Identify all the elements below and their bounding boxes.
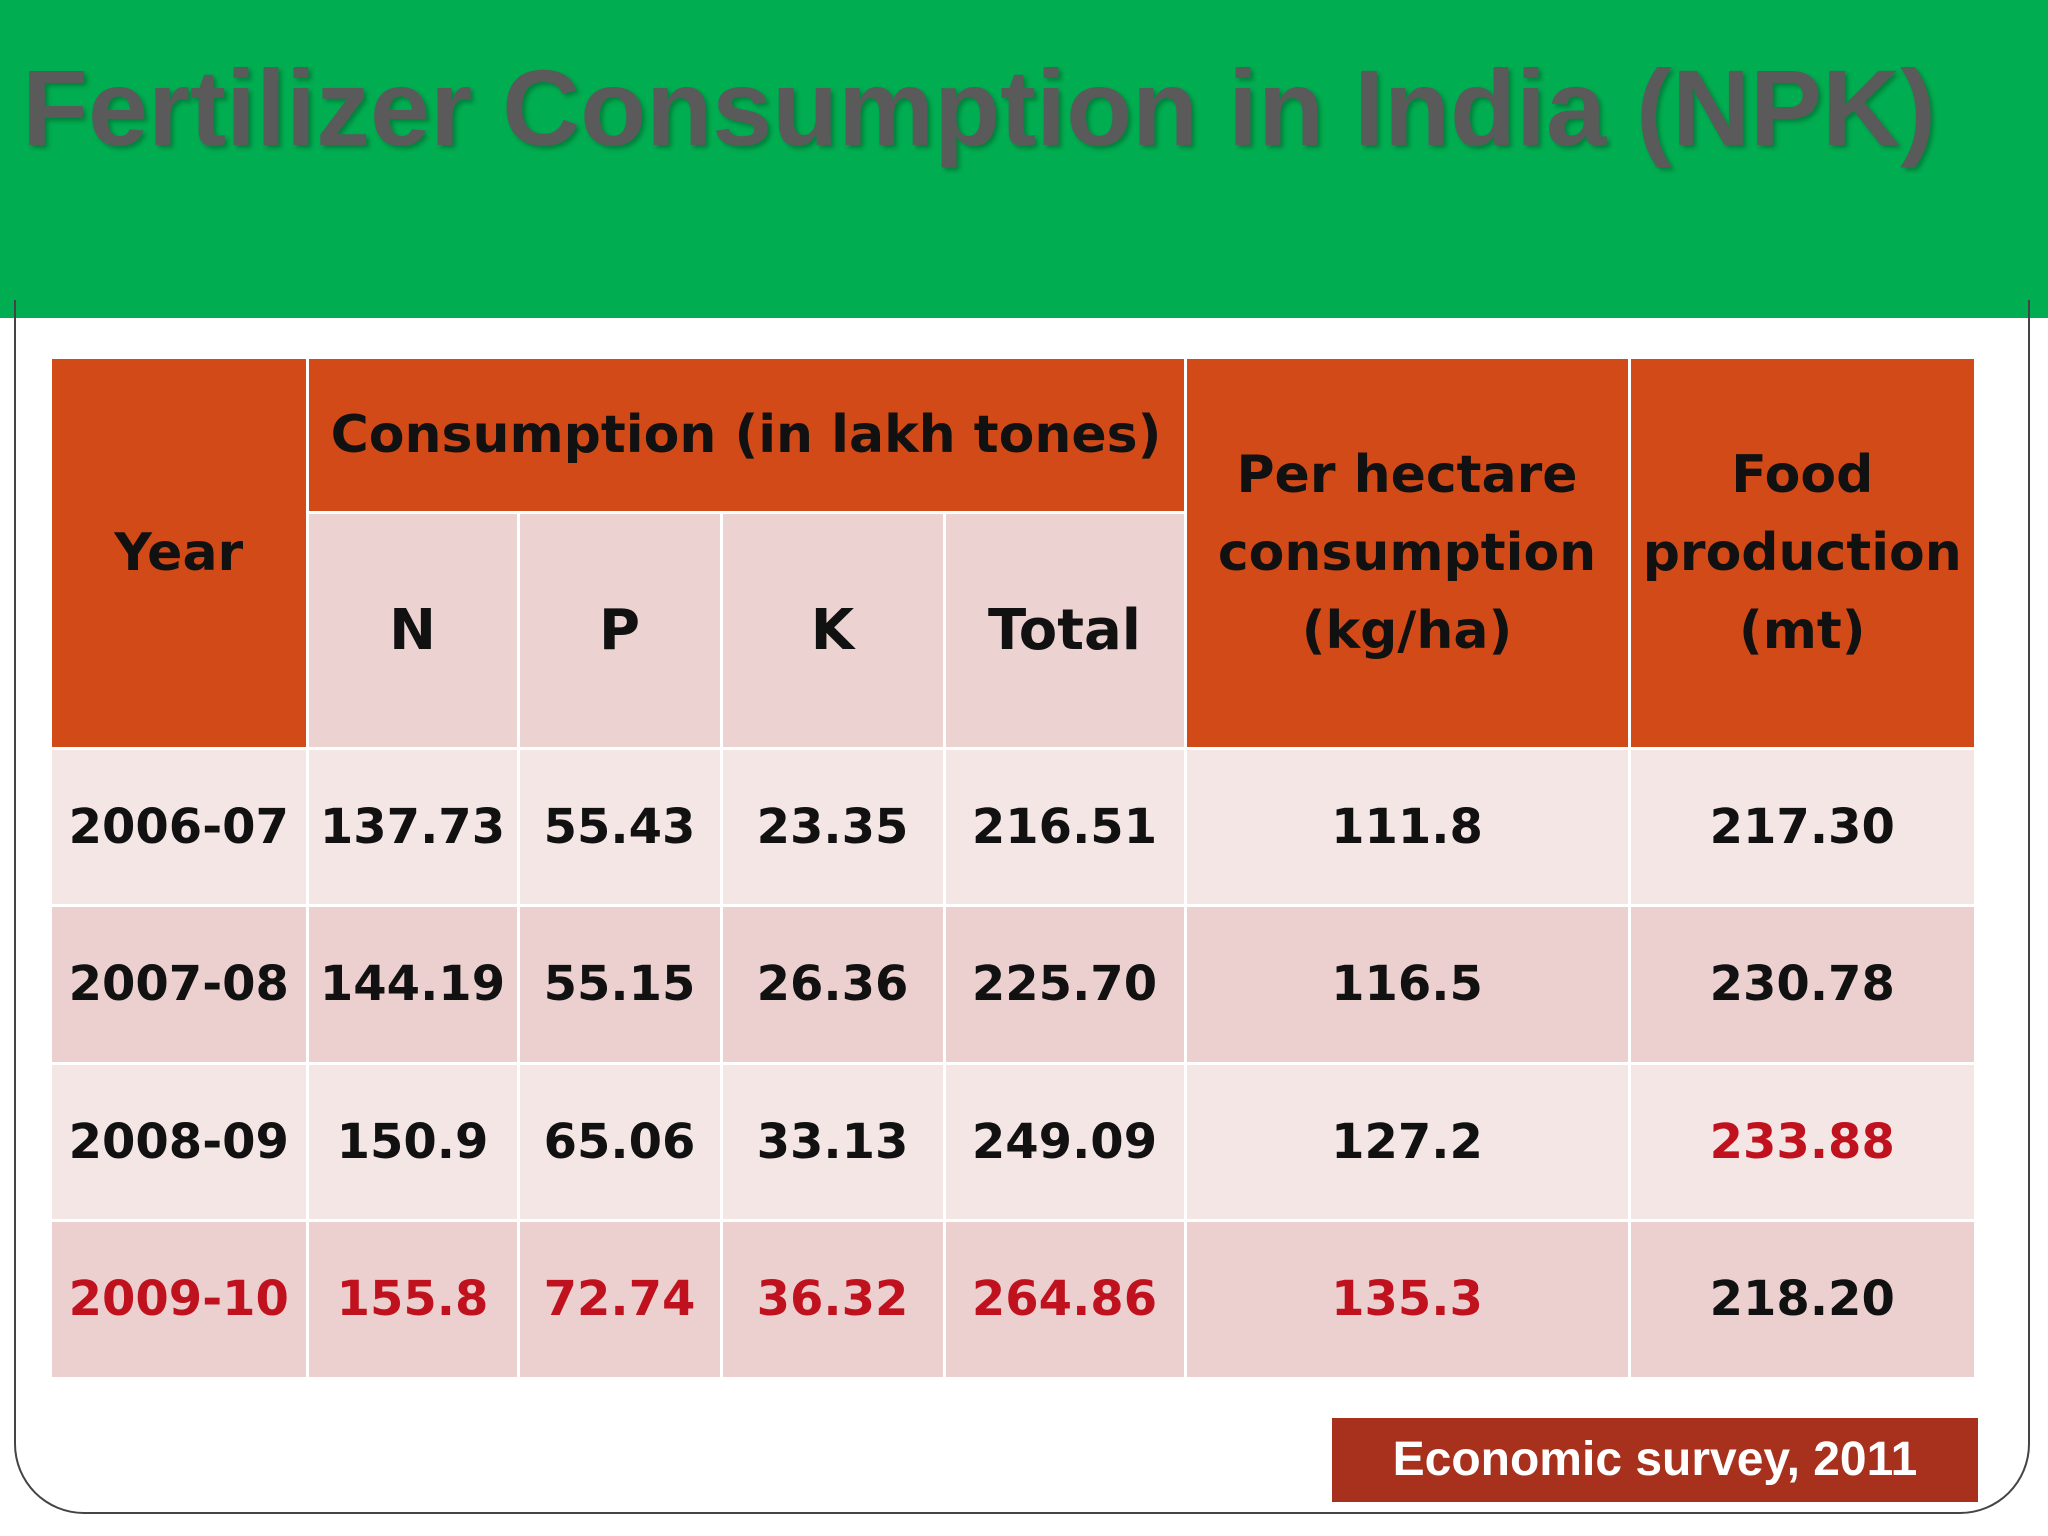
table-row: 2008-09 150.9 65.06 33.13 249.09 127.2 2… [52,1061,1974,1222]
consumption-header: Consumption (in lakh tones) [305,359,1187,514]
source-label: Economic survey, 2011 [1332,1418,1978,1502]
p-cell: 55.43 [516,746,723,907]
per-hectare-header: Per hectare consumption (kg/ha) [1183,359,1631,750]
k-cell: 23.35 [719,746,946,907]
k-header: K [719,510,946,750]
table-subheader-row: N P K Total [52,510,1974,750]
year-cell: 2006-07 [52,746,309,907]
food-production-cell: 217.30 [1627,746,1974,907]
food-production-cell: 230.78 [1627,903,1974,1065]
per-hectare-cell: 116.5 [1183,903,1631,1065]
food-production-cell: 218.20 [1627,1218,1974,1380]
p-cell: 55.15 [516,903,723,1065]
table-header-row: Year Consumption (in lakh tones) Per hec… [52,359,1974,750]
food-production-header: Food production (mt) [1627,359,1974,750]
year-cell: 2008-09 [52,1061,309,1222]
title-band [0,0,2048,318]
p-header: P [516,510,723,750]
n-cell: 137.73 [305,746,520,907]
total-cell: 249.09 [942,1061,1187,1222]
slide-frame [14,300,2030,1514]
table-row: 2007-08 144.19 55.15 26.36 225.70 116.5 … [52,903,1974,1065]
total-header: Total [942,510,1187,750]
n-cell: 155.8 [305,1218,520,1380]
p-cell: 65.06 [516,1061,723,1222]
n-cell: 144.19 [305,903,520,1065]
k-cell: 33.13 [719,1061,946,1222]
table-row: 2009-10 155.8 72.74 36.32 264.86 135.3 2… [52,1218,1974,1380]
year-header: Year [52,359,309,750]
food-production-cell: 233.88 [1627,1061,1974,1222]
p-cell: 72.74 [516,1218,723,1380]
year-cell: 2007-08 [52,903,309,1065]
total-cell: 225.70 [942,903,1187,1065]
per-hectare-cell: 135.3 [1183,1218,1631,1380]
n-header: N [305,510,520,750]
total-cell: 216.51 [942,746,1187,907]
n-cell: 150.9 [305,1061,520,1222]
k-cell: 36.32 [719,1218,946,1380]
per-hectare-cell: 111.8 [1183,746,1631,907]
total-cell: 264.86 [942,1218,1187,1380]
k-cell: 26.36 [719,903,946,1065]
table-row: 2006-07 137.73 55.43 23.35 216.51 111.8 … [52,746,1974,907]
page-title: Fertilizer Consumption in India (NPK) [22,47,1936,168]
per-hectare-cell: 127.2 [1183,1061,1631,1222]
year-cell: 2009-10 [52,1218,309,1380]
fertilizer-table: Year Consumption (in lakh tones) Per hec… [52,359,1974,1380]
